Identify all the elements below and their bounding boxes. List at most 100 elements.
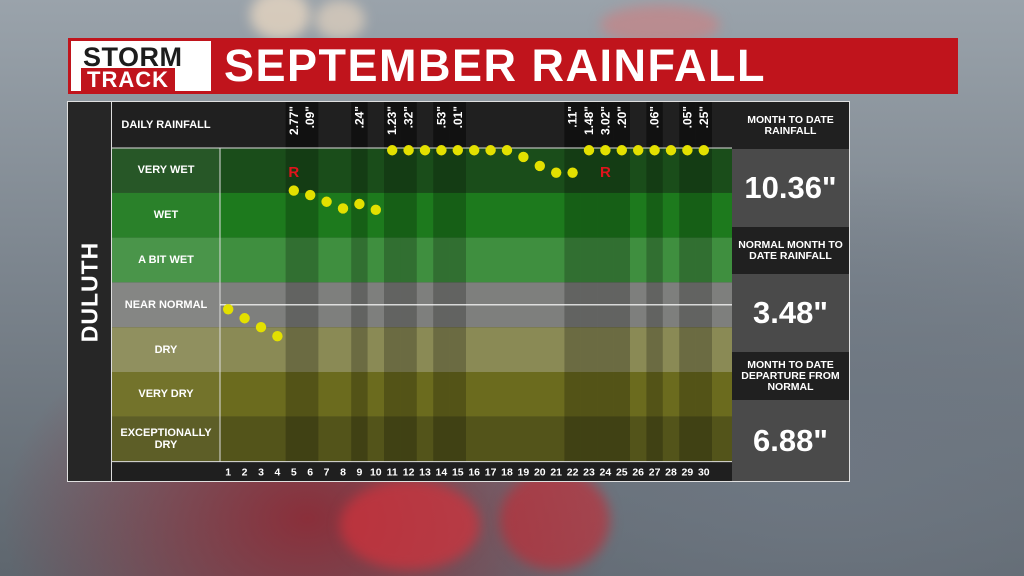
- daily-rainfall-amount: 3.02": [598, 106, 612, 135]
- rainfall-point: [452, 145, 463, 156]
- day-tick-label: 20: [534, 467, 546, 479]
- rainfall-point: [682, 145, 693, 156]
- day-tick-label: 23: [583, 467, 595, 479]
- rainfall-point: [665, 145, 677, 156]
- rainfall-point: [485, 145, 496, 156]
- day-tick-label: 9: [356, 467, 362, 479]
- day-tick-label: 12: [403, 467, 415, 479]
- logo-track-text: TRACK: [81, 68, 175, 92]
- rainfall-point: [600, 145, 611, 156]
- day-tick-label: 3: [258, 467, 264, 479]
- day-tick-label: 28: [665, 467, 677, 479]
- daily-rainfall-amount: .25": [697, 106, 711, 128]
- day-tick-label: 1: [225, 467, 231, 479]
- rainfall-point: [223, 304, 234, 315]
- rain-day-header-column: [433, 102, 450, 148]
- rain-day-header-column: [597, 102, 614, 148]
- day-tick-label: 4: [274, 467, 280, 479]
- rainfall-point: [255, 322, 267, 333]
- day-tick-label: 26: [632, 467, 644, 479]
- rain-day-header-column: [351, 102, 368, 148]
- daily-rainfall-amount: 2.77": [287, 106, 301, 135]
- rainfall-point: [534, 160, 545, 172]
- day-tick-label: 16: [468, 467, 480, 479]
- rainfall-point: [288, 185, 299, 196]
- rainfall-point: [649, 145, 660, 156]
- rainfall-point: [501, 145, 513, 156]
- rain-day-header-column: [302, 102, 319, 148]
- day-tick-label: 8: [340, 467, 346, 479]
- category-band: [112, 327, 732, 372]
- bokeh-light: [250, 0, 310, 40]
- category-label-column: [112, 148, 220, 462]
- daily-rainfall-amount: .11": [566, 106, 580, 128]
- daily-rainfall-amount: 1.48": [582, 106, 596, 135]
- day-tick-label: 10: [370, 467, 382, 479]
- rain-day-header-column: [564, 102, 581, 148]
- day-tick-label: 13: [419, 467, 431, 479]
- bokeh-light: [500, 470, 610, 570]
- day-tick-label: 22: [567, 467, 579, 479]
- rainfall-point: [387, 145, 398, 156]
- rain-day-header-column: [646, 102, 663, 148]
- rainfall-point: [567, 167, 578, 178]
- category-label: VERY WET: [137, 164, 195, 177]
- bokeh-light: [315, 0, 365, 40]
- rain-day-header-column: [695, 102, 712, 148]
- rainfall-point: [436, 145, 447, 156]
- sidebar-value-normal: 3.48": [732, 274, 849, 352]
- header-banner: STORM TRACK SEPTEMBER RAINFALL: [68, 38, 958, 94]
- station-column: DULUTH: [68, 102, 112, 481]
- rainfall-point: [469, 145, 480, 156]
- rainfall-chart: 1 2 3 4 5 6 7 8 9 10 11 12 13 14 15 16 17 18 19 20 21 22 23 24 2…: [112, 102, 732, 479]
- day-tick-label: 25: [616, 467, 628, 479]
- rainfall-point: [354, 198, 365, 210]
- rain-day-header-column: [580, 102, 598, 148]
- sidebar-heading-normal: NORMAL MONTH TO DATE RAINFALL: [732, 227, 849, 274]
- rainfall-point: [370, 204, 381, 216]
- rainfall-point: [305, 189, 316, 201]
- day-tick-label: 24: [600, 467, 612, 479]
- rainfall-point: [419, 145, 431, 156]
- day-tick-label: 5: [291, 467, 297, 479]
- logo-storm-text: STORM: [83, 42, 183, 72]
- rainfall-chart-panel: DULUTH 1 2 3 4 5 6 7 8 9 10 11 12 13 14 15 16 17 18 19 20 21…: [67, 101, 850, 482]
- record-marker: R: [600, 164, 611, 181]
- rainfall-point: [272, 330, 283, 342]
- page-title: SEPTEMBER RAINFALL: [224, 40, 767, 91]
- category-label: EXCEPTIONALLY DRY: [120, 427, 212, 452]
- rainfall-point: [321, 196, 332, 207]
- day-tick-label: 15: [452, 467, 464, 479]
- rainfall-point: [583, 145, 595, 156]
- day-tick-label: 18: [501, 467, 513, 479]
- day-tick-label: 6: [307, 467, 313, 479]
- daily-rainfall-amount: 1.23": [385, 106, 399, 135]
- day-tick-label: 21: [550, 467, 562, 479]
- record-marker: R: [288, 164, 299, 181]
- daily-rainfall-amount: .01": [451, 106, 465, 128]
- category-band: [112, 192, 732, 238]
- daily-rainfall-amount: .05": [680, 106, 694, 128]
- rain-day-header-column: [449, 102, 466, 148]
- daily-rainfall-label: DAILY RAINFALL: [121, 119, 211, 131]
- daily-rainfall-amount: .20": [615, 106, 629, 128]
- rain-day-header-column: [285, 102, 302, 148]
- day-tick-label: 30: [698, 467, 710, 479]
- category-band: [112, 148, 732, 193]
- category-band: [112, 237, 732, 283]
- rainfall-point: [551, 167, 562, 178]
- day-tick-label: 27: [649, 467, 661, 479]
- day-tick-label: 14: [436, 467, 448, 479]
- category-band: [112, 416, 732, 462]
- daily-rainfall-amount: .53": [434, 106, 448, 128]
- category-band: [112, 372, 732, 417]
- storm-track-logo: STORM TRACK: [68, 38, 214, 94]
- daily-rainfall-amount: .32": [402, 106, 416, 128]
- day-tick-label: 19: [518, 467, 530, 479]
- day-tick-label: 11: [387, 467, 398, 479]
- rain-day-header-column: [400, 102, 417, 148]
- rainfall-point: [698, 145, 709, 156]
- category-label: VERY DRY: [138, 388, 194, 401]
- day-tick-label: 29: [682, 467, 694, 479]
- rainfall-point: [518, 151, 529, 163]
